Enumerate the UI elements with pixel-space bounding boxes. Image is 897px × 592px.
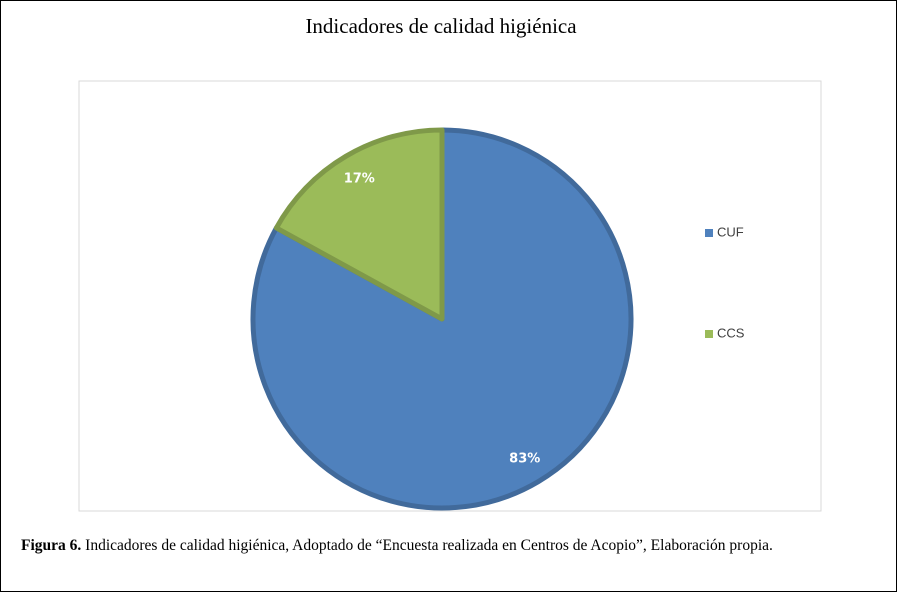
legend-swatch <box>705 229 713 237</box>
legend: CUF CCS <box>705 224 745 340</box>
chart-title: Indicadores de calidad higiénica <box>305 14 577 38</box>
caption: Figura 6. Indicadores de calidad higiéni… <box>21 528 881 563</box>
caption-label: Figura 6. <box>21 537 82 554</box>
data-label: 17% <box>344 172 375 187</box>
legend-swatch <box>705 330 713 338</box>
pie: 83% 17% <box>250 127 634 511</box>
pie-slice <box>273 127 445 322</box>
legend-label: CCS <box>717 325 745 340</box>
data-label: 83% <box>509 451 540 466</box>
caption-text: Indicadores de calidad higiénica, Adopta… <box>85 537 773 554</box>
chart: Indicadores de calidad higiénica 83%17% … <box>78 14 822 512</box>
legend-label: CUF <box>717 224 744 239</box>
